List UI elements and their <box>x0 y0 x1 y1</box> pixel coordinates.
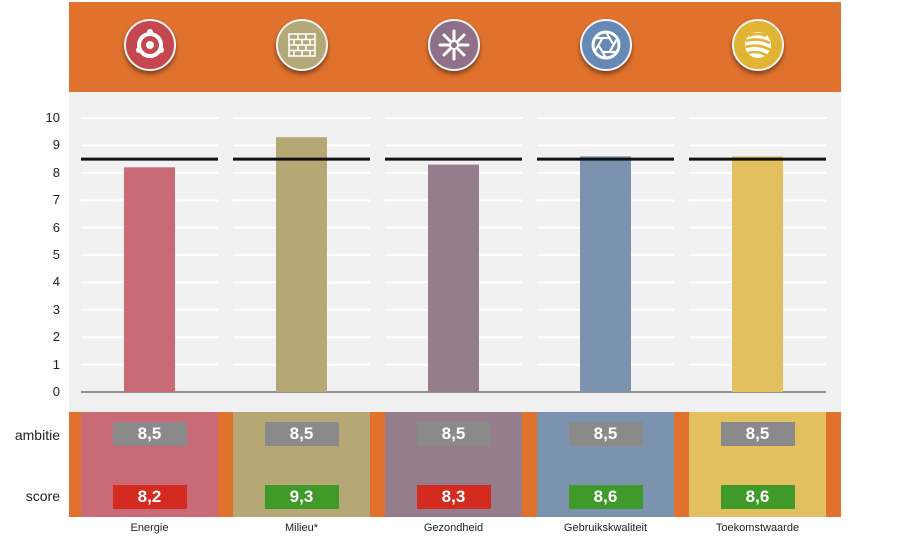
y-tick-label: 2 <box>52 329 60 345</box>
y-tick-label: 9 <box>52 137 60 153</box>
x-category-label: Toekomstwaarde <box>715 522 800 534</box>
ambitie-value-box: 8,5 <box>720 422 795 446</box>
score-value-box: 8,3 <box>416 485 491 509</box>
bar-milieu <box>276 137 327 392</box>
bar-gezondheid <box>428 164 479 392</box>
y-tick-label: 10 <box>45 110 60 125</box>
snowflake-icon <box>427 19 480 71</box>
score-value-box: 8,6 <box>720 485 795 509</box>
y-tick-label: 7 <box>52 192 60 208</box>
y-tick-label: 6 <box>52 219 60 235</box>
score-value-box: 8,2 <box>112 485 187 509</box>
y-tick-label: 5 <box>52 247 60 262</box>
bar-toekomstwaarde <box>732 156 783 392</box>
ambitie-value-box: 8,5 <box>416 422 491 446</box>
y-tick-label: 4 <box>52 274 60 290</box>
y-tick-label: 8 <box>52 164 60 180</box>
x-category-label: Gezondheid <box>423 522 484 534</box>
bar-gebruikskwaliteit <box>580 156 631 392</box>
score-value-box: 9,3 <box>264 485 339 509</box>
x-category-label: Milieu* <box>284 522 318 534</box>
score-row-label: score <box>25 488 60 504</box>
score-value-box: 8,6 <box>568 485 643 509</box>
ambitie-value-box: 8,5 <box>568 422 643 446</box>
x-category-label: Energie <box>130 522 169 534</box>
flower-icon <box>123 19 176 71</box>
x-category-label: Gebruikskwaliteit <box>563 522 648 534</box>
y-tick-label: 1 <box>52 356 60 372</box>
ambitie-value-box: 8,5 <box>264 422 339 446</box>
striped-globe-icon <box>731 19 784 71</box>
ambitie-row-label: ambitie <box>14 427 60 443</box>
y-tick-label: 0 <box>52 384 60 399</box>
aperture-icon <box>579 19 632 71</box>
brick-wall-icon <box>275 19 328 71</box>
y-tick-label: 3 <box>52 301 60 317</box>
ambitie-value-box: 8,5 <box>112 422 187 446</box>
bar-energie <box>124 167 175 392</box>
